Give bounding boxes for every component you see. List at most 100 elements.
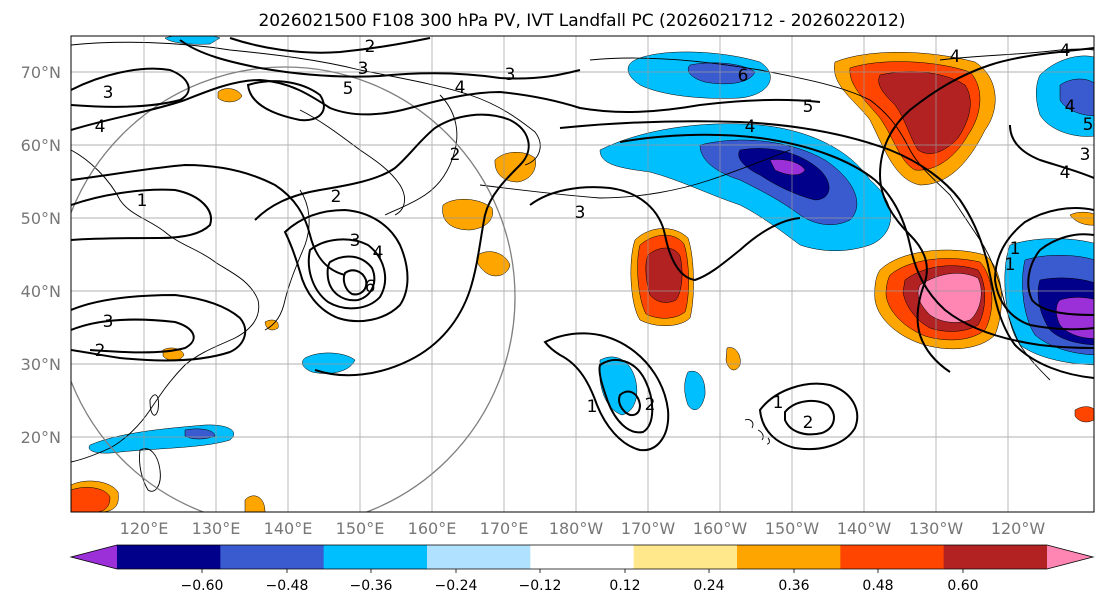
pv-contour [758,382,859,451]
positive-anomaly-alaska-core [878,71,971,154]
pv-contour-labels: 2 3 3 4 5 4 6 5 4 4 4 4 3 2 3 3 4 6 3 2 [95,37,1094,433]
pv-contour [598,359,654,434]
positive-anomaly-small-9 [1074,406,1094,423]
positive-anomaly-small-4 [217,88,243,103]
lon-label: 170°W [621,519,676,538]
longitude-labels: 120°E 130°E 140°E 150°E 160°E 170°E 180°… [120,519,1046,538]
pv-label: 2 [331,187,342,207]
lon-label: 130°E [192,519,241,538]
pv-label: 4 [1060,41,1071,61]
pv-label: 3 [358,59,369,79]
colorbar-swatch [530,545,635,569]
colorbar-swatch [220,545,325,569]
pv-label: 1 [137,191,148,211]
lat-label: 30°N [21,355,61,374]
lon-label: 120°W [991,519,1046,538]
colorbar-extend-max [1047,545,1093,569]
pv-label: 2 [450,145,461,165]
lon-label: 120°E [120,519,169,538]
pv-contour [619,133,1094,349]
colorbar-tick-label: 0.36 [778,578,809,594]
negative-anomaly-korea [164,36,221,45]
lon-label: 160°W [693,519,748,538]
pv-label: 5 [1083,115,1094,135]
pv-label: 2 [365,37,376,57]
colorbar-extend-min [71,545,117,569]
lon-label: 180°W [549,519,604,538]
map-content: 2 3 3 4 5 4 6 5 4 4 4 4 3 2 3 3 4 6 3 2 [71,36,1094,512]
map-panel: 2 3 3 4 5 4 6 5 4 4 4 4 3 2 3 3 4 6 3 2 [21,35,1095,538]
lon-label: 170°E [480,519,529,538]
ivt-anomaly-fill [71,36,1094,512]
pv-contour [559,120,1094,379]
pv-contour [71,78,821,131]
positive-anomaly-central-pacific-core [645,247,683,303]
pv-contour [543,332,670,452]
negative-anomaly-philippine-core [184,428,216,440]
positive-anomaly-small-7 [244,495,266,512]
pv-contour [529,186,801,282]
colorbar-tick-label: −0.48 [266,578,309,594]
positive-anomaly-small-1 [442,199,493,231]
pv-contour [618,390,642,417]
pv-contours [71,37,1094,452]
colorbar-swatch [323,545,428,569]
positive-anomaly-northeast-pacific-peak [917,273,982,323]
colorbar-swatch [117,545,221,569]
pv-contour [71,188,212,241]
coastline-asia-east [71,149,260,463]
lat-label: 70°N [21,63,61,82]
pv-label: 4 [950,47,961,67]
colorbar-swatch [427,545,531,569]
lat-label: 40°N [21,282,61,301]
figure-title: 2026021500 F108 300 hPa PV, IVT Landfall… [258,11,905,31]
pv-label: 1 [1005,255,1016,275]
pv-contour [71,293,247,362]
negative-anomaly-japan-south [302,352,356,374]
colorbar-outline [69,544,1095,570]
pv-contour [283,208,409,323]
landfall-region-circle [71,66,516,512]
pv-contour [71,318,195,354]
colorbar-tick-label: −0.36 [350,578,393,594]
colorbar-swatch [840,545,945,569]
negative-anomaly-northeast-core [1059,78,1094,116]
pv-label: 3 [1080,145,1091,165]
pv-label: 2 [645,395,656,415]
lon-label: 140°W [837,519,892,538]
colorbar-swatches [71,545,1093,569]
negative-anomaly-subtropics-2 [684,370,706,410]
positive-anomaly-small-3 [476,251,511,277]
colorbar-tick-labels: −0.60 −0.48 −0.36 −0.24 −0.12 0.12 0.24 … [181,578,979,594]
colorbar-swatch [633,545,738,569]
colorbar-tick-label: −0.60 [181,578,224,594]
pv-contour [1027,233,1094,316]
positive-anomaly-southwest-core [71,487,111,512]
colorbar-tick-label: −0.12 [519,578,562,594]
positive-anomaly-small-8 [1069,211,1094,226]
lon-label: 150°W [765,519,820,538]
coastline-hawaii [744,419,770,445]
pv-contour [784,399,835,436]
pv-contour [254,113,530,377]
pv-contour [1009,124,1094,179]
negative-anomaly-arctic-core [687,62,756,85]
colorbar-swatch [737,545,841,569]
pv-label: 4 [1060,163,1071,183]
pv-contour [342,269,368,296]
lon-label: 140°E [264,519,313,538]
coastline-aleutians [479,149,791,199]
pv-label: 6 [738,66,749,86]
lat-label: 60°N [21,136,61,155]
pv-label: 2 [803,413,814,433]
coastline-okhotsk [299,109,406,216]
lat-label: 20°N [21,428,61,447]
pv-label: 3 [103,312,114,332]
colorbar-ticks [201,569,964,573]
pv-label: 1 [773,393,784,413]
latitude-labels: 70°N 60°N 50°N 40°N 30°N 20°N [21,63,61,447]
pv-label: 2 [95,341,106,361]
pv-label: 1 [1010,239,1021,259]
map-frame [70,35,1095,513]
pv-contour [307,238,387,310]
